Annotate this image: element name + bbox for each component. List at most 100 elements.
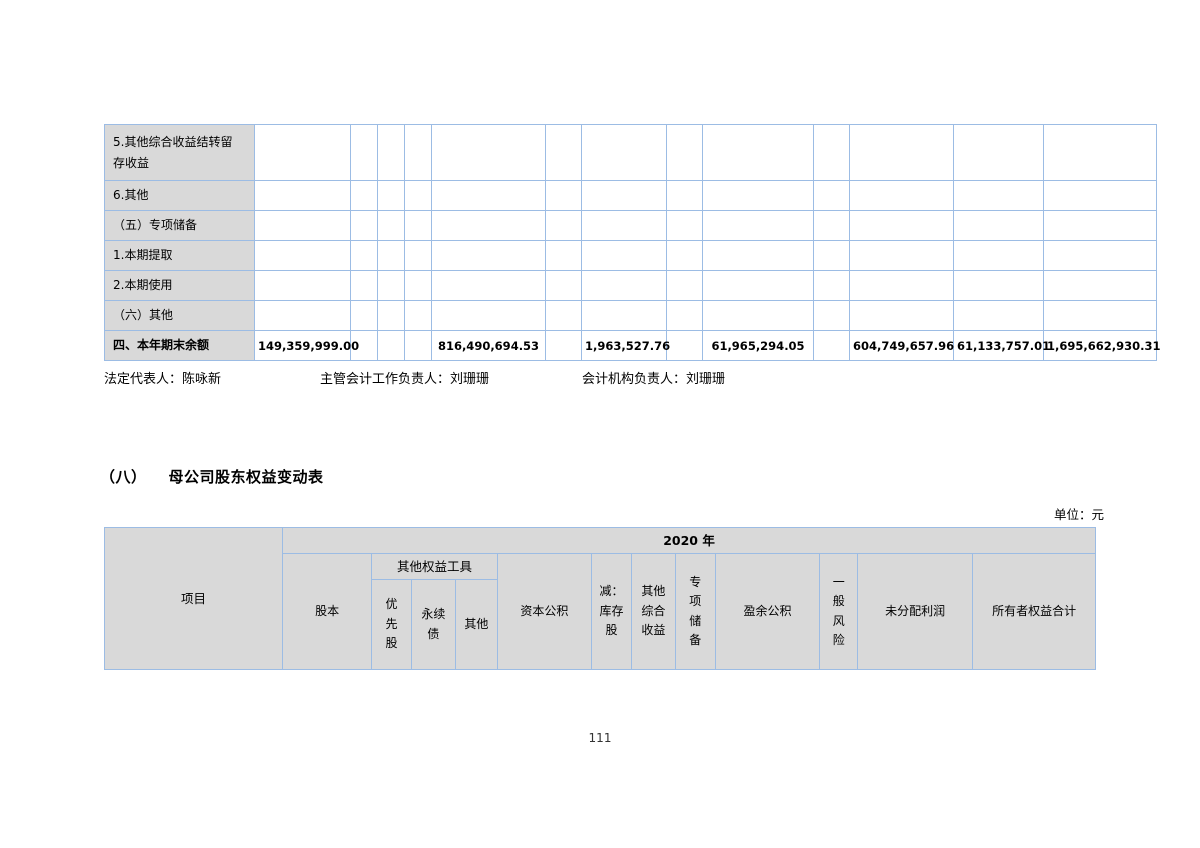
cell-perpetual-bond [377,270,405,301]
cell-retained-earnings: 604,749,657.96 [849,330,954,361]
cell-general-risk [813,240,850,271]
cell-preferred-stock [350,330,378,361]
cell-minority-interest [953,210,1044,241]
cell-special-reserve [666,124,703,181]
header-surplus-reserve: 盈余公积 [714,553,821,670]
header-other-equity-instruments: 其他权益工具 [371,553,498,580]
cell-total-equity [1043,270,1157,301]
row-label: 1.本期提取 [104,240,255,271]
cell-other-comprehensive-income [581,180,667,211]
cell-total-equity [1043,124,1157,181]
cell-minority-interest [953,180,1044,211]
cell-total-equity: 1,695,662,930.31 [1043,330,1161,361]
cell-preferred-stock [350,124,378,181]
cell-other-equity [404,180,432,211]
cell-general-risk [813,270,850,301]
cell-treasury-stock [545,210,582,241]
cell-perpetual-bond [377,180,405,211]
cell-retained-earnings [849,240,954,271]
cell-other-comprehensive-income [581,240,667,271]
chief-accountant-signature: 主管会计工作负责人：刘珊珊 [320,372,490,387]
cell-surplus-reserve: 61,965,294.05 [702,330,814,361]
cell-capital-reserve [431,240,546,271]
cell-surplus-reserve [702,210,814,241]
section-heading: （八） 母公司股东权益变动表 [100,466,324,487]
header-total-owners-equity: 所有者权益合计 [972,553,1096,670]
header-item: 项目 [103,527,284,670]
row-label: 四、本年期末余额 [104,330,255,361]
cell-perpetual-bond [377,210,405,241]
cell-perpetual-bond [377,240,405,271]
row-label: 5.其他综合收益结转留 存收益 [104,124,255,181]
section-title: 母公司股东权益变动表 [168,468,324,486]
cell-retained-earnings [849,180,954,211]
header-treasury-stock: 减： 库存股 [591,553,632,670]
header-undistributed-profit: 未分配利润 [857,553,974,670]
table-row: （五）专项储备 [104,210,1157,241]
header-general-risk-reserve: 一般风险 [819,553,859,670]
cell-capital-reserve [431,270,546,301]
cell-capital-reserve: 816,490,694.53 [431,330,546,361]
cell-treasury-stock [545,300,582,331]
cell-minority-interest [953,270,1044,301]
cell-share-capital [254,270,351,301]
legal-representative-signature: 法定代表人：陈咏新 [104,372,222,387]
table-row-total: 四、本年期末余额 149,359,999.00 816,490,694.53 1… [104,330,1161,361]
cell-minority-interest: 61,133,757.01 [953,330,1050,361]
cell-preferred-stock [350,270,378,301]
cell-other-comprehensive-income [581,270,667,301]
cell-minority-interest [953,240,1044,271]
cell-other-comprehensive-income [581,300,667,331]
cell-other-equity [404,124,432,181]
section-number: （八） [100,468,147,486]
header-row-group: 股本 其他权益工具 资本公积 减： 库存股 其他 综合 收益 专项储备 盈余公积 一般… [105,553,1096,670]
cell-capital-reserve [431,210,546,241]
table-row: 1.本期提取 [104,240,1157,271]
cell-general-risk [813,180,850,211]
cell-preferred-stock [350,300,378,331]
cell-other-equity [404,240,432,271]
cell-special-reserve [666,330,703,361]
cell-general-risk [813,210,850,241]
cell-total-equity [1043,300,1157,331]
cell-retained-earnings [849,210,954,241]
row-label: 6.其他 [104,180,255,211]
header-other-comprehensive-income: 其他 综合 收益 [630,553,676,670]
cell-capital-reserve [431,300,546,331]
cell-preferred-stock [350,240,378,271]
table-row: （六）其他 [104,300,1157,331]
cell-treasury-stock [545,124,582,181]
row-label: （六）其他 [104,300,255,331]
cell-share-capital [254,240,351,271]
cell-preferred-stock [350,180,378,211]
cell-other-equity [404,330,432,361]
cell-general-risk [813,330,850,361]
cell-special-reserve [666,180,703,211]
cell-total-equity [1043,240,1157,271]
header-row-year: 项目 2020 年 [103,527,1096,670]
header-year: 2020 年 [282,527,1096,554]
statement-of-changes-in-equity-continuation-table: 5.其他综合收益结转留 存收益 6.其他 [104,124,1161,361]
cell-general-risk [813,124,850,181]
cell-perpetual-bond [377,300,405,331]
cell-other-comprehensive-income [581,124,667,181]
lower-table-head-body: 项目 2020 年 股本 其他权益工具 资本公积 减： 库存股 其他 综合 收益 专项… [103,527,1096,670]
cell-surplus-reserve [702,270,814,301]
unit-note: 单位：元 [1053,507,1104,522]
table-row: 5.其他综合收益结转留 存收益 [104,124,1157,181]
accounting-head-signature: 会计机构负责人：刘珊珊 [582,372,726,387]
cell-other-equity [404,210,432,241]
header-other-instrument: 其他 [454,579,498,670]
cell-other-equity [404,270,432,301]
header-preferred-stock: 优先股 [371,579,412,670]
header-special-reserve: 专项储备 [674,553,716,670]
cell-perpetual-bond [377,124,405,181]
cell-total-equity [1043,180,1157,211]
signature-line: 法定代表人：陈咏新 主管会计工作负责人：刘珊珊 会计机构负责人：刘珊珊 [104,368,1104,387]
cell-other-comprehensive-income [581,210,667,241]
cell-special-reserve [666,300,703,331]
header-share-capital: 股本 [282,553,373,670]
cell-treasury-stock [545,240,582,271]
cell-share-capital [254,210,351,241]
